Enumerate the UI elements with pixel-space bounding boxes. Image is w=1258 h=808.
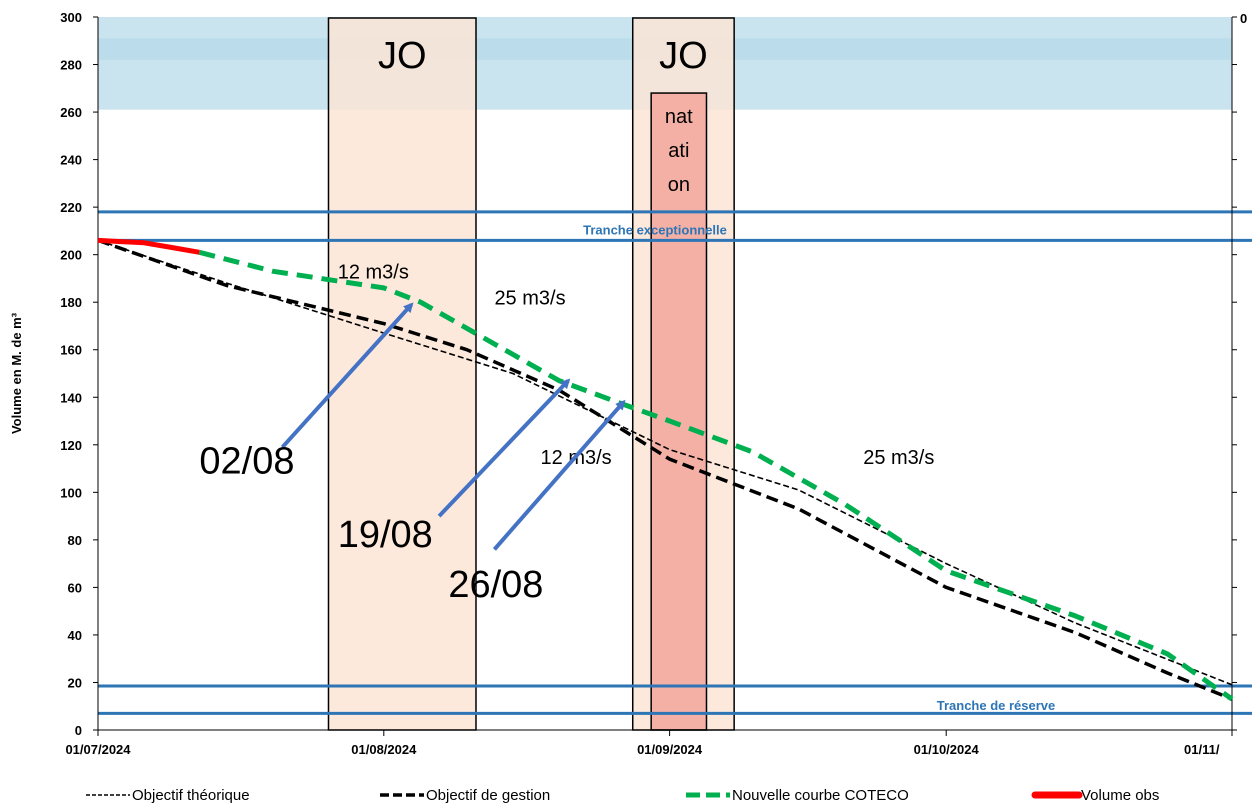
- y-tick-label-12: 240: [60, 153, 82, 168]
- annotation-rate-1: 25 m3/s: [494, 288, 565, 310]
- period-label-1: JO: [659, 35, 708, 77]
- annotation-date-5: 19/08: [338, 514, 433, 556]
- y-tick-label-2: 40: [68, 628, 82, 643]
- period-box-2: [651, 93, 707, 730]
- y-tick-label-5: 100: [60, 485, 82, 500]
- x-tick-label-0: 01/07/2024: [65, 742, 131, 757]
- y-axis-title: Volume en M. de m³: [9, 312, 24, 434]
- annotation-rate-3: 25 m3/s: [863, 447, 934, 469]
- y-tick-label-0: 0: [75, 723, 82, 738]
- series-line-3: [97, 237, 200, 255]
- y-tick-label-1: 20: [68, 675, 82, 690]
- band-label-reserve: Tranche de réserve: [937, 698, 1056, 713]
- y-tick-label-3: 60: [68, 580, 82, 595]
- annotation-arrow-6: [492, 399, 626, 551]
- period-label-0: JO: [378, 35, 427, 77]
- annotation-rate-0: 12 m3/s: [338, 261, 409, 283]
- annotation-date-4: 02/08: [199, 440, 294, 482]
- y-tick-label-14: 280: [60, 58, 82, 73]
- y-tick-label-6: 120: [60, 438, 82, 453]
- legend-label-0: Objectif théorique: [132, 787, 250, 804]
- y-tick-label-7: 140: [60, 390, 82, 405]
- series-line-2: [198, 249, 1234, 702]
- y-tick-label-4: 80: [68, 533, 82, 548]
- annotation-date-6: 26/08: [448, 564, 543, 606]
- y-tick-label-10: 200: [60, 248, 82, 263]
- y-tick-label-9: 180: [60, 295, 82, 310]
- x-tick-label-4: 01/11/: [1184, 742, 1220, 757]
- y-tick-label-15: 300: [60, 10, 82, 25]
- y-tick-label-11: 220: [60, 200, 82, 215]
- period-label-2-line-1: ati: [668, 140, 689, 162]
- period-label-2-line-2: on: [668, 174, 690, 196]
- period-label-2-line-0: nat: [665, 106, 693, 128]
- legend-label-1: Objectif de gestion: [426, 787, 550, 804]
- y-tick-label-8: 160: [60, 343, 82, 358]
- legend-label-2: Nouvelle courbe COTECO: [732, 787, 909, 804]
- x-tick-label-2: 01/09/2024: [637, 742, 703, 757]
- y2-tick-label-top: 0: [1240, 11, 1247, 26]
- annotation-arrow-4: [280, 302, 414, 449]
- y-tick-label-13: 260: [60, 105, 82, 120]
- band-label-exceptionnelle: Tranche exceptionnelle: [583, 222, 727, 237]
- annotation-arrow-5: [437, 378, 571, 518]
- period-box-0: [328, 18, 476, 730]
- legend-label-3: Volume obs: [1081, 787, 1159, 804]
- x-tick-label-1: 01/08/2024: [351, 742, 417, 757]
- x-tick-label-3: 01/10/2024: [914, 742, 980, 757]
